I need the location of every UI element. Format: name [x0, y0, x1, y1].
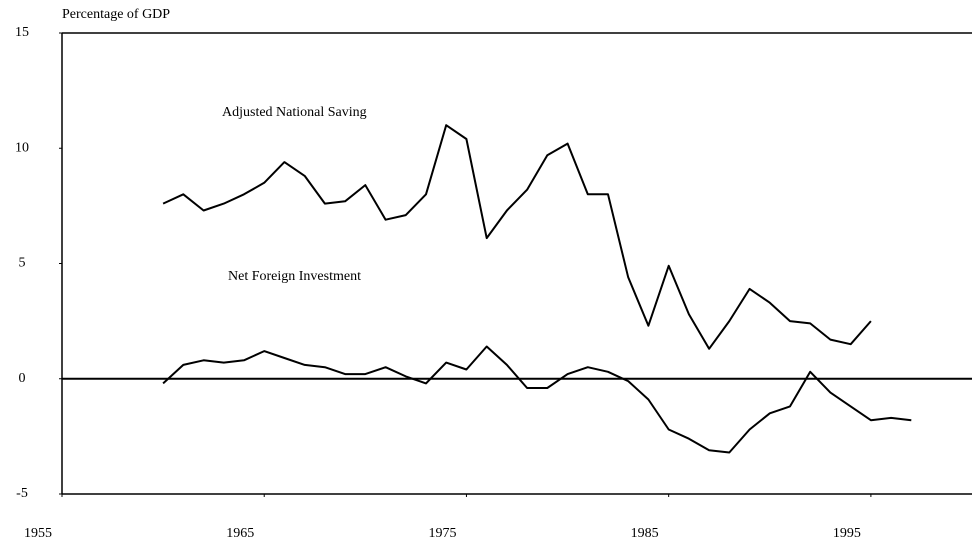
line	[162, 124, 872, 350]
x-tick-label: 1965	[226, 526, 254, 541]
y-axis-label: Percentage of GDP	[62, 7, 170, 22]
x-tick-label: 1985	[631, 526, 659, 541]
y-tick-label: 5	[19, 256, 26, 271]
y-tick-label: 15	[15, 25, 29, 40]
y-tick-label: -5	[16, 486, 28, 501]
annotation: Adjusted National Saving	[222, 105, 367, 120]
x-tick-label: 1975	[428, 526, 456, 541]
y-tick-label: 10	[15, 140, 29, 155]
y-tick-label: 0	[19, 371, 26, 386]
annotation: Net Foreign Investment	[228, 269, 361, 284]
line	[162, 345, 912, 454]
x-tick-label: 1955	[24, 526, 52, 541]
x-tick-label: 1995	[833, 526, 861, 541]
